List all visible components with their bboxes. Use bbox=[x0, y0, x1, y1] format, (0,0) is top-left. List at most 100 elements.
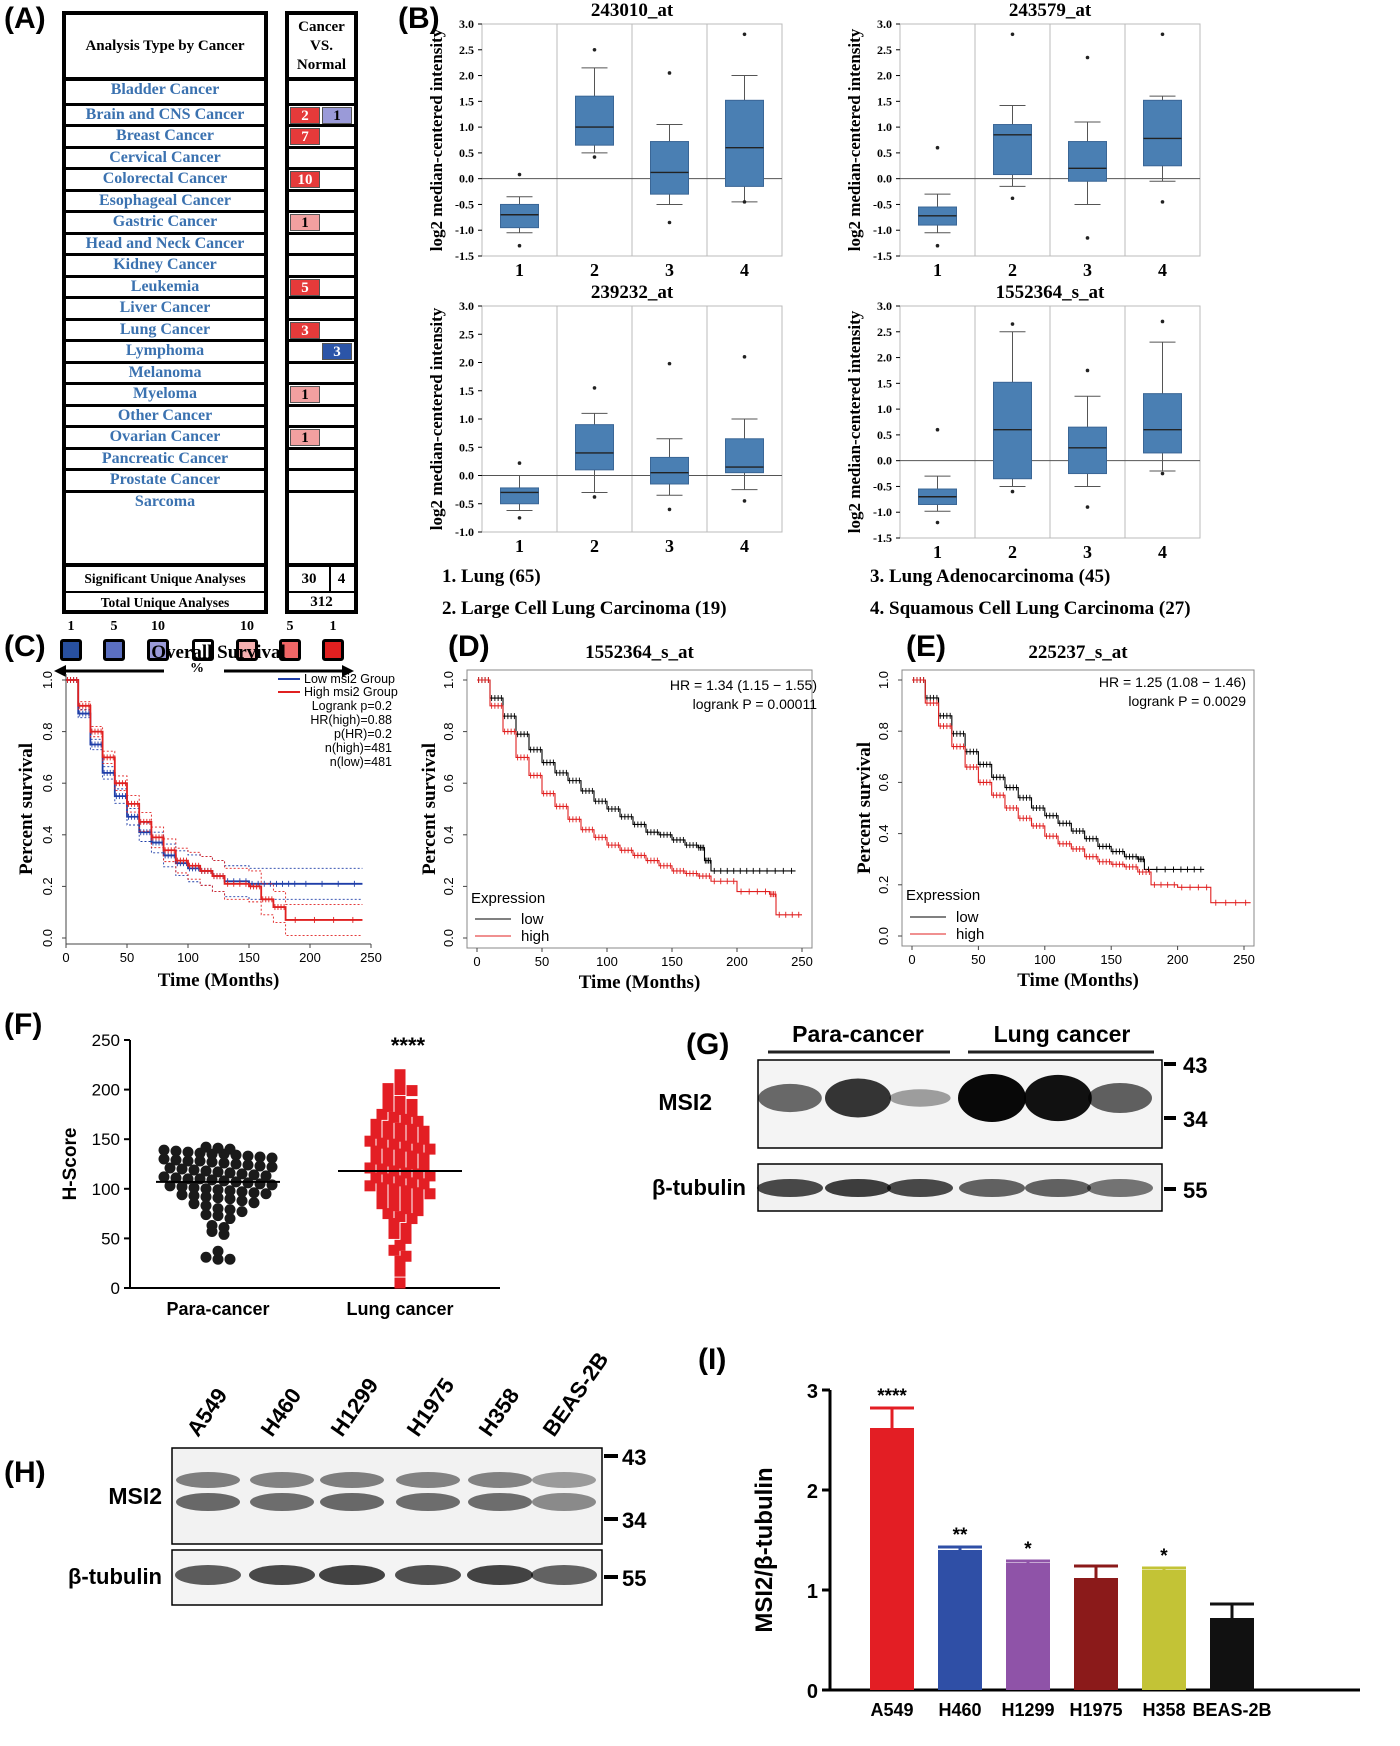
scatter-point bbox=[400, 1185, 412, 1197]
group-label: Lung cancer bbox=[346, 1299, 453, 1319]
category-label: H1299 bbox=[1001, 1700, 1054, 1720]
x-tick-label: 200 bbox=[726, 954, 748, 969]
y-tick-label: 200 bbox=[92, 1081, 120, 1100]
scatter-point bbox=[176, 1181, 188, 1193]
scatter-point bbox=[370, 1118, 382, 1130]
panel-label-h: (H) bbox=[4, 1456, 46, 1489]
scatter-point bbox=[394, 1069, 406, 1081]
boxplot-4: 1552364_s_at 3.0 2.5 2.0 1.5 1.0 0.5 0.0 -0.5 -1.… bbox=[845, 282, 1201, 562]
outlier-point bbox=[1160, 32, 1165, 37]
color-scale-legend: 1 5 10 10 5 1% bbox=[52, 619, 372, 679]
x-axis-label: Time (Months) bbox=[579, 972, 701, 993]
box-iqr bbox=[650, 456, 689, 485]
scatter-point bbox=[394, 1084, 406, 1096]
blot-band bbox=[532, 1472, 596, 1488]
blot-band bbox=[532, 1493, 596, 1511]
legend-title: Expression bbox=[906, 887, 980, 904]
arrow-right-head bbox=[342, 665, 354, 677]
cancer-value-row: 10 bbox=[289, 167, 354, 189]
plot-title: 1552364_s_at bbox=[585, 642, 694, 663]
scatter-point bbox=[212, 1245, 224, 1257]
x-tick-label: 250 bbox=[1233, 952, 1255, 967]
y-tick-label: 0.0 bbox=[877, 172, 892, 186]
y-tick-label: 0.0 bbox=[877, 454, 892, 468]
legend-scale-number: 5 bbox=[110, 619, 118, 634]
cancer-value-row bbox=[289, 446, 354, 469]
blot-frame-msi2 bbox=[171, 1447, 603, 1545]
y-tick-label: 0.4 bbox=[876, 825, 891, 843]
cancer-type-row: Lung Cancer bbox=[66, 317, 264, 340]
outlier-point bbox=[667, 507, 672, 512]
legend-color-swatch bbox=[236, 639, 258, 661]
blot-band bbox=[319, 1565, 385, 1585]
y-tick-label: 0.2 bbox=[441, 877, 456, 895]
panel-label-e: (E) bbox=[906, 630, 946, 663]
outlier-point bbox=[1010, 32, 1015, 37]
cancer-value-row: 3 bbox=[289, 317, 354, 340]
scatter-point bbox=[158, 1144, 170, 1156]
scatter-point bbox=[266, 1161, 278, 1173]
outlier-point bbox=[1010, 196, 1015, 201]
panel-label-c: (C) bbox=[4, 630, 46, 663]
scatter-point bbox=[194, 1155, 206, 1167]
box-iqr bbox=[650, 141, 689, 195]
plot-title: Overall Survival bbox=[151, 642, 286, 663]
y-tick-label: 0.4 bbox=[441, 826, 456, 844]
y-tick-label: -1.5 bbox=[873, 531, 892, 545]
y-tick-label: 3 bbox=[807, 1381, 818, 1403]
scatter-point bbox=[370, 1145, 382, 1157]
legend-arrows bbox=[54, 665, 354, 677]
km-plot-1552364: 0.0 0.2 0.4 0.6 0.8 1.0 0 50 100 150 200 250 Time (M… bbox=[419, 642, 818, 993]
scatter-point bbox=[388, 1244, 400, 1256]
category-label: 1 bbox=[933, 542, 942, 562]
scatter-point bbox=[188, 1164, 200, 1176]
scatter-point bbox=[370, 1127, 382, 1139]
scatter-point bbox=[400, 1232, 412, 1244]
outlier-point bbox=[667, 71, 672, 75]
y-tick-label: 1.0 bbox=[876, 671, 891, 689]
blot-band bbox=[249, 1565, 315, 1585]
significance-marker: **** bbox=[391, 1033, 426, 1058]
y-axis-label: MSI2/β-tubulin bbox=[751, 1467, 778, 1632]
outlier-point bbox=[1160, 200, 1165, 204]
logrank-p: logrank P = 0.00011 bbox=[693, 696, 818, 712]
outlier-point bbox=[517, 243, 522, 248]
scatter-point bbox=[254, 1151, 266, 1163]
scatter-point bbox=[224, 1253, 236, 1265]
cancer-type-row: Liver Cancer bbox=[66, 296, 264, 318]
cancer-type-row: Myeloma bbox=[66, 382, 264, 404]
legend-color-swatch bbox=[147, 639, 169, 661]
sig-unique-label: Significant Unique Analyses bbox=[66, 567, 264, 593]
scatter-point bbox=[170, 1172, 182, 1184]
row-label: β-tubulin bbox=[68, 1564, 162, 1589]
category-label: 4 bbox=[1158, 260, 1167, 280]
scatter-point bbox=[400, 1167, 412, 1179]
outlier-point bbox=[742, 499, 747, 503]
scatter-point bbox=[394, 1175, 406, 1187]
x-tick-label: 150 bbox=[238, 950, 260, 965]
scatter-point bbox=[236, 1186, 248, 1198]
cancer-value-row bbox=[289, 489, 354, 512]
y-axis-label: H-Score bbox=[60, 1128, 81, 1201]
blot-band bbox=[825, 1179, 891, 1197]
scatter-point bbox=[224, 1213, 236, 1225]
significance-marker: * bbox=[1160, 1546, 1168, 1567]
category-label: A549 bbox=[870, 1700, 913, 1720]
outlier-point bbox=[935, 243, 940, 248]
scatter-point bbox=[370, 1172, 382, 1184]
blot-band bbox=[468, 1493, 532, 1511]
x-tick-label: 100 bbox=[177, 950, 199, 965]
plot-frame bbox=[466, 669, 813, 949]
blot-band bbox=[531, 1565, 597, 1585]
x-tick-label: 100 bbox=[596, 954, 618, 969]
panel-label-i: (I) bbox=[698, 1343, 727, 1376]
x-tick-label: 250 bbox=[360, 950, 382, 965]
scatter-point bbox=[400, 1222, 412, 1234]
boxplot-title: 239232_at bbox=[591, 282, 674, 303]
cancer-type-row: Prostate Cancer bbox=[66, 468, 264, 490]
header-right-text: Cancer VS. Normal bbox=[296, 18, 347, 73]
boxplot-1: 243010_at 3.0 2.5 2.0 1.5 1.0 0.5 0.0 -0.5 -1.0 -1… bbox=[427, 0, 783, 280]
cancer-type-row: Brain and CNS Cancer bbox=[66, 102, 264, 125]
x-tick-label: 200 bbox=[299, 950, 321, 965]
